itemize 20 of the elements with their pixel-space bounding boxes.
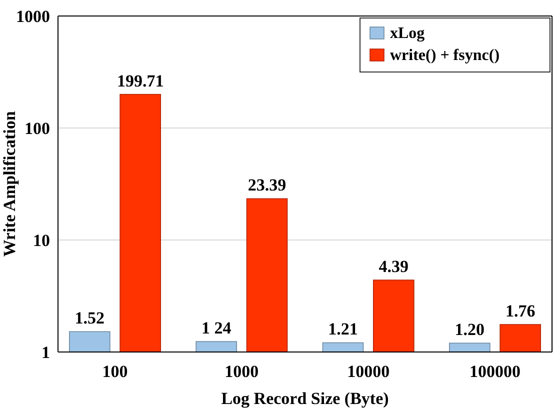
data-label: 1 24 [201,318,232,338]
y-tick-label: 100 [24,118,50,138]
data-label: 1.20 [454,320,485,340]
x-axis-title: Log Record Size (Byte) [221,389,389,408]
legend-label: write() + fsync() [390,47,500,64]
legend-label: xLog [390,25,425,42]
x-tick-label: 10000 [347,362,390,381]
y-axis-title: Write Amplification [0,110,19,257]
data-label: 4.39 [378,257,409,276]
x-tick-label: 100 [102,362,128,381]
x-tick-label: 1000 [224,362,259,381]
y-tick-label: 10 [33,230,50,250]
data-label: 1.21 [328,320,358,339]
data-label: 23.39 [248,176,286,195]
y-tick-label: 1000 [16,6,50,26]
data-label: 1.76 [505,302,536,321]
x-tick-label: 100000 [470,362,520,381]
y-tick-label: 1 [42,342,50,362]
data-label: 1.52 [74,308,105,328]
data-label: 199.71 [116,71,164,90]
